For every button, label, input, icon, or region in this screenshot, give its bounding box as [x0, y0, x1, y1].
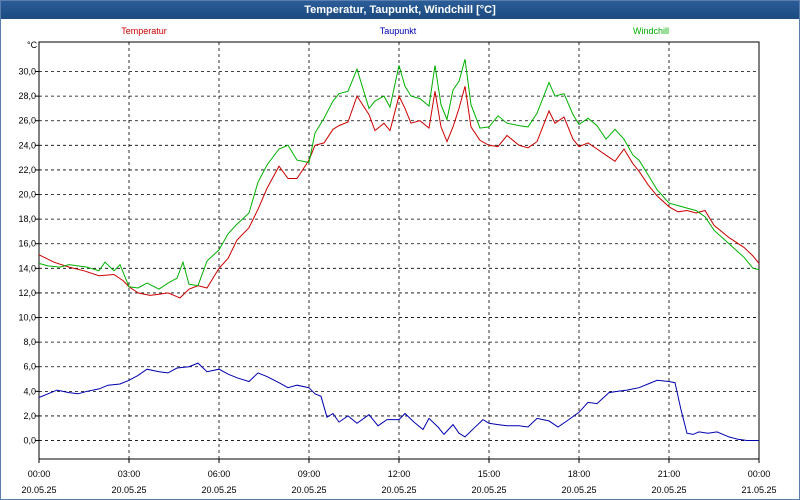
x-tick-date-label: 20.05.25 — [111, 485, 146, 495]
x-tick-date-label: 20.05.25 — [381, 485, 416, 495]
series-line-windchill — [38, 59, 760, 290]
x-tick-date-label: 20.05.25 — [291, 485, 326, 495]
x-tick-date-label: 20.05.25 — [201, 485, 236, 495]
y-tick-label: 26,0 — [18, 116, 36, 126]
y-tick-label: 0,0 — [23, 436, 36, 446]
x-tick-time-label: 15:00 — [478, 469, 501, 479]
legend-label-taupunkt: Taupunkt — [380, 26, 417, 36]
y-tick-label: 14,0 — [18, 263, 36, 273]
y-tick-label: 18,0 — [18, 214, 36, 224]
x-tick-time-label: 09:00 — [298, 469, 321, 479]
x-tick-date-label: 20.05.25 — [651, 485, 686, 495]
y-axis: 0,0 2,0 4,0 6,0 8,0 10,0 12,0 14,0 16,0 18,0 20,0 2… — [18, 67, 39, 446]
x-tick-time-label: 00:00 — [28, 469, 51, 479]
legend-label-windchill: Windchill — [633, 26, 669, 36]
grid-lines — [39, 42, 759, 459]
y-tick-label: 24,0 — [18, 140, 36, 150]
series-line-taupunkt — [38, 362, 759, 441]
x-tick-time-label: 03:00 — [118, 469, 141, 479]
x-tick-time-label: 00:00 — [748, 469, 771, 479]
y-tick-label: 30,0 — [18, 67, 36, 77]
x-tick-time-label: 12:00 — [388, 469, 411, 479]
x-tick-time-label: 18:00 — [568, 469, 591, 479]
x-tick-date-label: 20.05.25 — [561, 485, 596, 495]
series-lines — [38, 59, 760, 441]
y-tick-label: 28,0 — [18, 91, 36, 101]
x-tick-time-label: 21:00 — [658, 469, 681, 479]
y-tick-label: 20,0 — [18, 190, 36, 200]
x-tick-date-label: 20.05.25 — [21, 485, 56, 495]
series-line-temperatur — [38, 86, 760, 299]
y-tick-label: 10,0 — [18, 313, 36, 323]
x-tick-date-label: 20.05.25 — [471, 485, 506, 495]
y-tick-label: 4,0 — [23, 386, 36, 396]
y-tick-label: 12,0 — [18, 288, 36, 298]
y-tick-label: 2,0 — [23, 411, 36, 421]
x-axis: 00:00 20.05.25 03:00 20.05.25 06:00 20.05.25 0… — [21, 459, 777, 495]
y-tick-label: 22,0 — [18, 165, 36, 175]
y-tick-label: 16,0 — [18, 239, 36, 249]
window-title: Temperatur, Taupunkt, Windchill [°C] — [1, 1, 799, 19]
legend-label-temperatur: Temperatur — [121, 26, 167, 36]
y-axis-unit: °C — [27, 40, 38, 50]
y-tick-label: 8,0 — [23, 337, 36, 347]
y-tick-label: 6,0 — [23, 362, 36, 372]
x-tick-date-label: 21.05.25 — [741, 485, 776, 495]
x-tick-time-label: 06:00 — [208, 469, 231, 479]
legend: Temperatur Taupunkt Windchill — [121, 26, 669, 36]
